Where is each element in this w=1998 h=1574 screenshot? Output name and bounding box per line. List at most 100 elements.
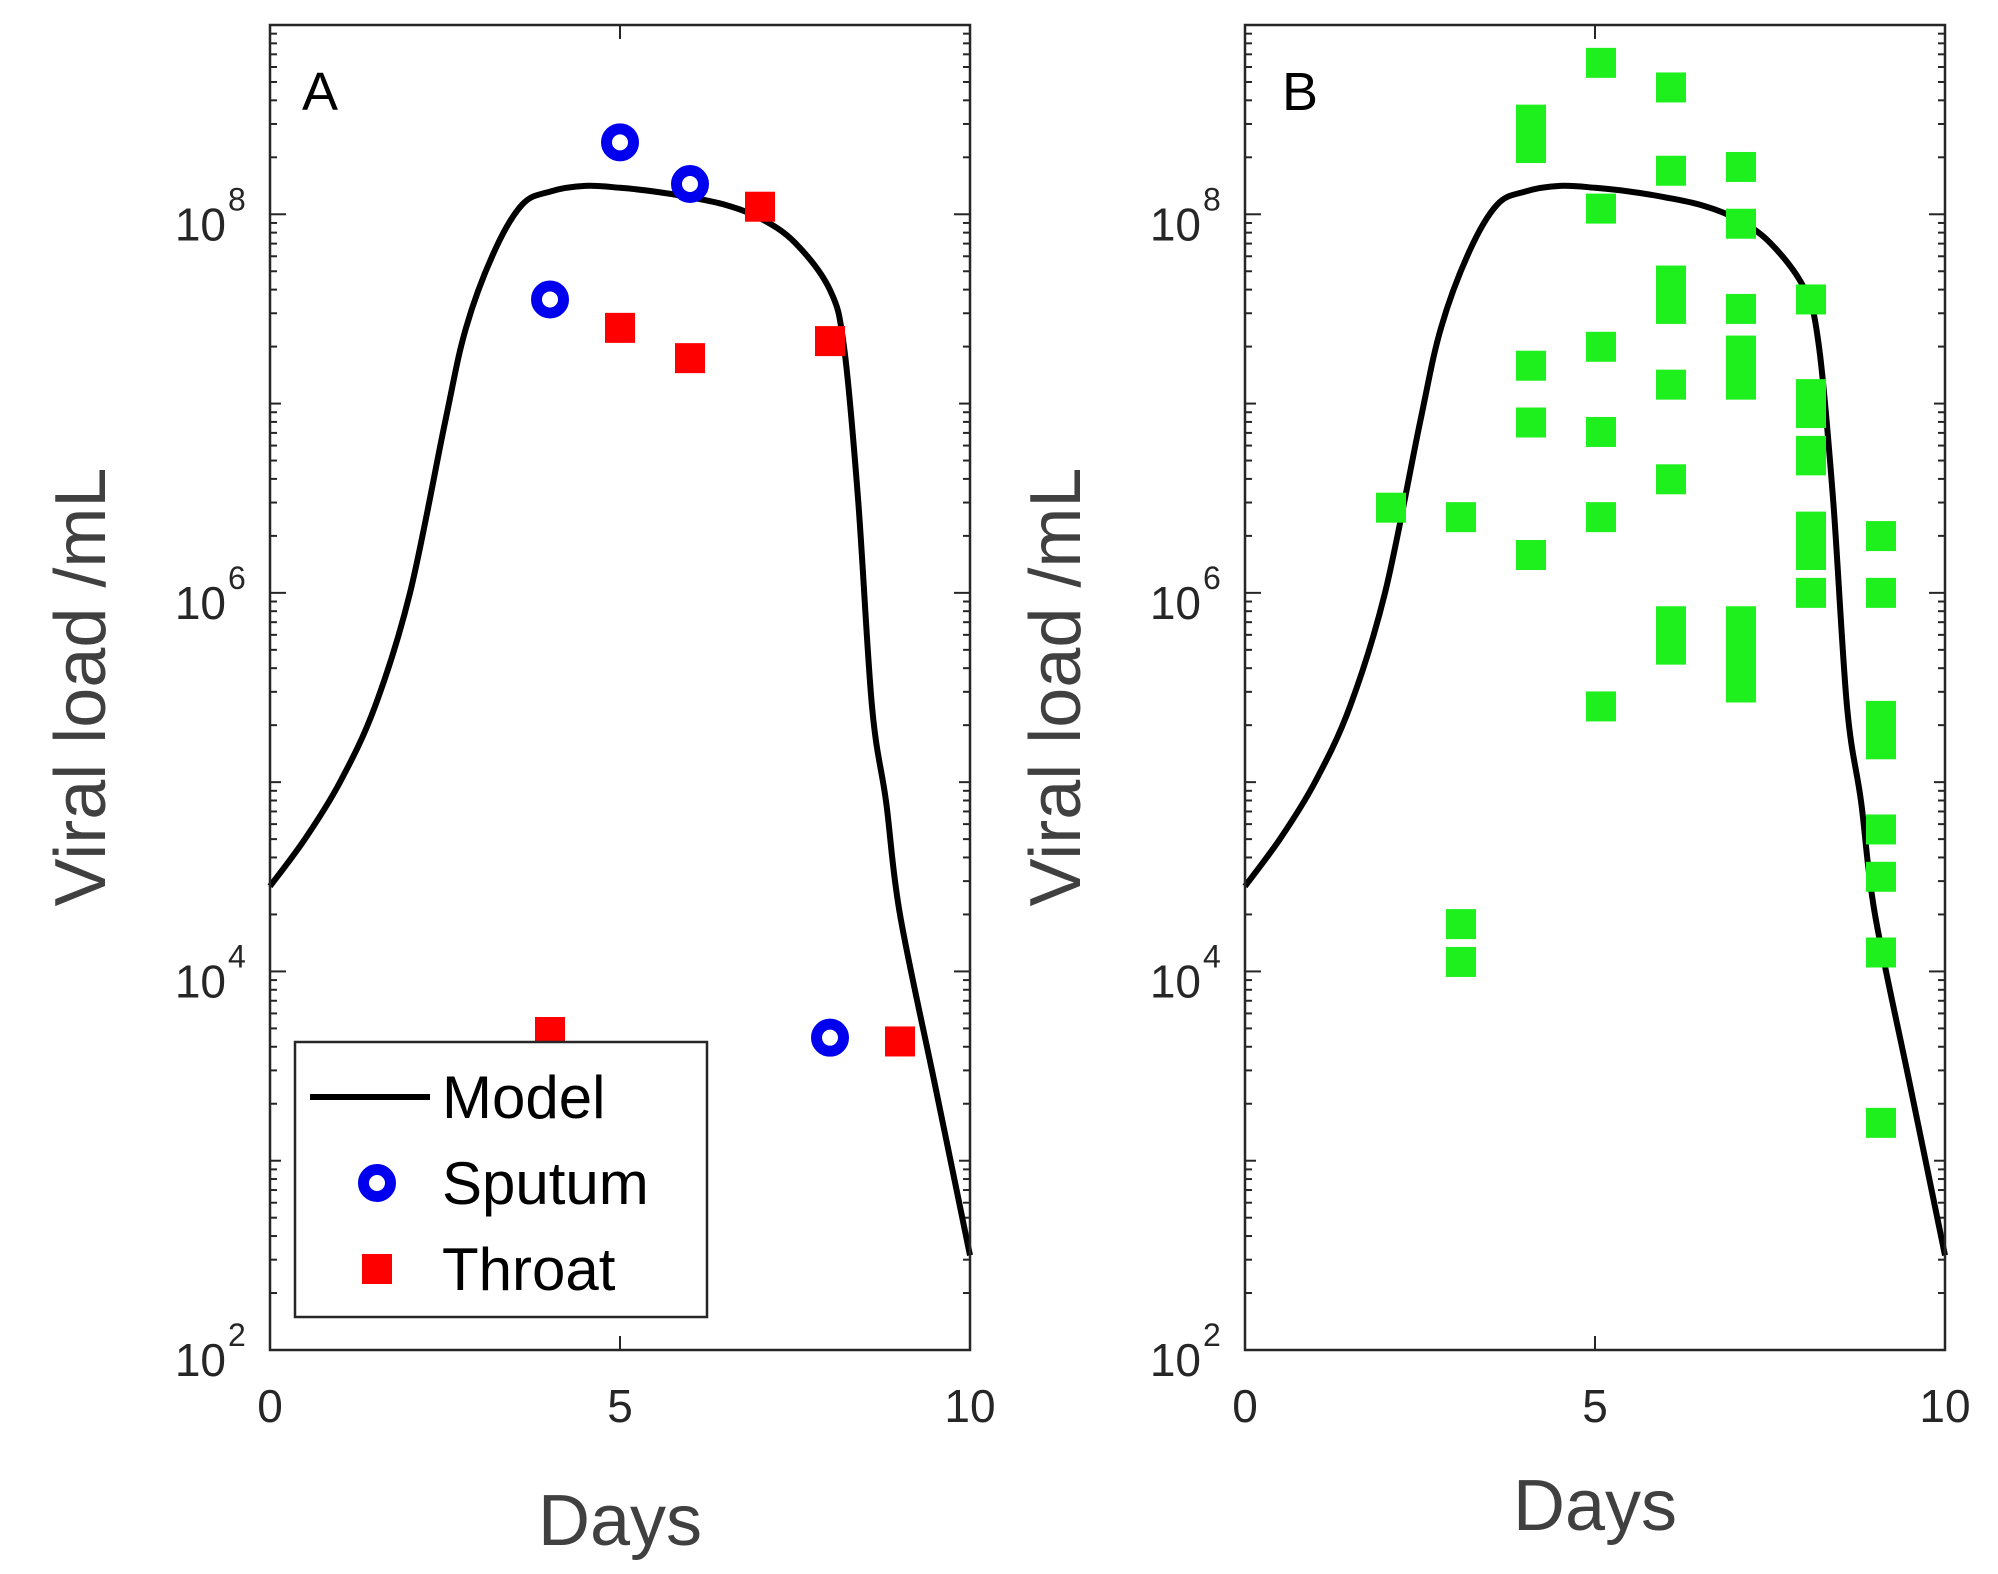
panel-b-y-tick-exponent: 4	[1203, 938, 1221, 974]
panel-b-patients-point	[1726, 644, 1756, 675]
panel-b-y-tick-label: 10	[1150, 198, 1201, 250]
panel-a-sputum-point-center	[827, 1035, 833, 1040]
panel-b-patients-point	[1796, 511, 1826, 542]
legend-sputum-marker-dot	[374, 1180, 380, 1186]
panel-b-patients-point	[1866, 861, 1896, 892]
panel-a-y-tick-exponent: 8	[228, 181, 246, 217]
panel-b-patients-point	[1586, 331, 1616, 362]
panel-b-patients-point	[1586, 502, 1616, 533]
panel-a-sputum-point	[811, 1018, 849, 1057]
panel-b-x-tick-label: 5	[1582, 1380, 1608, 1432]
panel-b-model-line	[1242, 182, 1948, 1257]
panel-a-x-tick-label: 10	[944, 1380, 995, 1432]
legend-model-label: Model	[442, 1064, 605, 1131]
panel-b-patients-point	[1866, 729, 1896, 760]
panel-b-patients-point	[1516, 133, 1546, 164]
panel-b-patients-point	[1866, 700, 1896, 731]
panel-b-x-tick-labels: 0 5 10	[1232, 1380, 1970, 1432]
panel-b-y-tick-label: 10	[1150, 955, 1201, 1007]
panel-a-sputum-point-center	[687, 181, 693, 187]
panel-b-patients-point	[1656, 293, 1686, 324]
panel-b-patients-point	[1866, 577, 1896, 608]
panel-b-x-tick-label: 0	[1232, 1380, 1258, 1432]
panel-b-patients-point	[1376, 492, 1406, 523]
panel-b-patients-point	[1656, 369, 1686, 400]
panel-b-patients-point	[1656, 155, 1686, 186]
panel-b-patients-point	[1726, 672, 1756, 703]
legend-throat-label: Throat	[442, 1236, 616, 1303]
legend-sputum-label: Sputum	[442, 1150, 649, 1217]
panel-a-x-tick-labels: 0 5 10	[257, 1380, 995, 1432]
panel-b-patients-point	[1726, 208, 1756, 239]
panel-b-patients-point	[1446, 502, 1476, 533]
panel-b-y-axis-label: Viral load /mL	[1016, 468, 1096, 907]
panel-b-patients-point	[1586, 47, 1616, 78]
panel-b-x-tick-label: 10	[1919, 1380, 1970, 1432]
panel-b-y-tick-label: 10	[1150, 577, 1201, 629]
panel-a-x-tick-label: 0	[257, 1380, 283, 1432]
panel-b-axes-frame	[1243, 23, 1947, 1352]
panel-b-patients-point	[1586, 416, 1616, 447]
panel-b-y-tick-label: 10	[1150, 1334, 1201, 1386]
panel-a-sputum-point	[531, 280, 569, 319]
panel-b-y-tick-exponent: 8	[1203, 181, 1221, 217]
panel-a-throat-point	[605, 312, 635, 343]
panel-b-patients-point	[1446, 909, 1476, 940]
panel-a-y-tick-label: 10	[175, 1334, 226, 1386]
legend-throat-marker	[362, 1254, 392, 1284]
panel-b-patients-point	[1796, 540, 1826, 570]
panel-a-y-tick-exponent: 4	[228, 938, 246, 974]
panel-a-x-tick-label: 5	[607, 1380, 633, 1432]
panel-a-axes-frame	[268, 23, 972, 1352]
panel-a-throat-point	[885, 1026, 915, 1057]
panel-a-letter: A	[302, 62, 338, 122]
legend: Model Sputum Throat	[293, 1040, 709, 1319]
panel-b-patients-point	[1516, 540, 1546, 570]
panel-b-patients-point	[1796, 284, 1826, 315]
panel-b-patients-point	[1656, 634, 1686, 665]
panel-a-throat-point	[675, 343, 705, 374]
panel-b-patients-point	[1866, 814, 1896, 845]
panel-a-y-tick-exponent: 6	[228, 560, 246, 596]
panel-a-y-axis-label: Viral load /mL	[41, 468, 121, 907]
panel-b-patients-point	[1446, 946, 1476, 977]
panel-b-x-axis-label: Days	[1513, 1466, 1677, 1546]
panel-b-patients-point	[1796, 577, 1826, 608]
panel-a-sputum-point-center	[547, 297, 553, 302]
panel-b-patients-point	[1516, 350, 1546, 381]
legend-sputum-marker	[358, 1164, 396, 1202]
panel-b-patients-point	[1796, 398, 1826, 429]
panel-b-y-tick-exponent: 2	[1203, 1317, 1221, 1353]
panel-a-y-tick-label: 10	[175, 955, 226, 1007]
panel-b-patients-point	[1656, 606, 1686, 637]
panel-b-patients-point	[1656, 464, 1686, 495]
panel-b-patients-point	[1516, 407, 1546, 438]
panel-b-patients-point	[1656, 72, 1686, 103]
panel-a-x-axis-label: Days	[538, 1481, 702, 1561]
panel-a-y-tick-exponent: 2	[228, 1317, 246, 1353]
panel-b-patients-point	[1866, 1107, 1896, 1138]
panel-b-letter: B	[1282, 62, 1318, 122]
panel-b-patients-point	[1586, 691, 1616, 722]
panel-a-sputum-point	[671, 165, 709, 203]
panel-a-y-tick-label: 10	[175, 198, 226, 250]
panel-a-throat-point	[745, 191, 775, 222]
panel-a-sputum-point-center	[617, 140, 623, 145]
panel-b-patients-point	[1796, 445, 1826, 476]
panel-a-throat-point	[815, 326, 845, 357]
panel-b-y-tick-exponent: 6	[1203, 560, 1221, 596]
panel-b-patients-point	[1586, 193, 1616, 224]
panel-a-y-tick-label: 10	[175, 577, 226, 629]
panel-b-patients-point	[1866, 937, 1896, 968]
panel-b-patients-point	[1726, 151, 1756, 182]
panel-a-sputum-point	[601, 123, 639, 162]
panel-b-patients-point	[1726, 293, 1756, 324]
panel-b-patients-point	[1656, 265, 1686, 296]
panel-b-patients-point	[1726, 369, 1756, 400]
panel-b-patients-point	[1516, 104, 1546, 135]
